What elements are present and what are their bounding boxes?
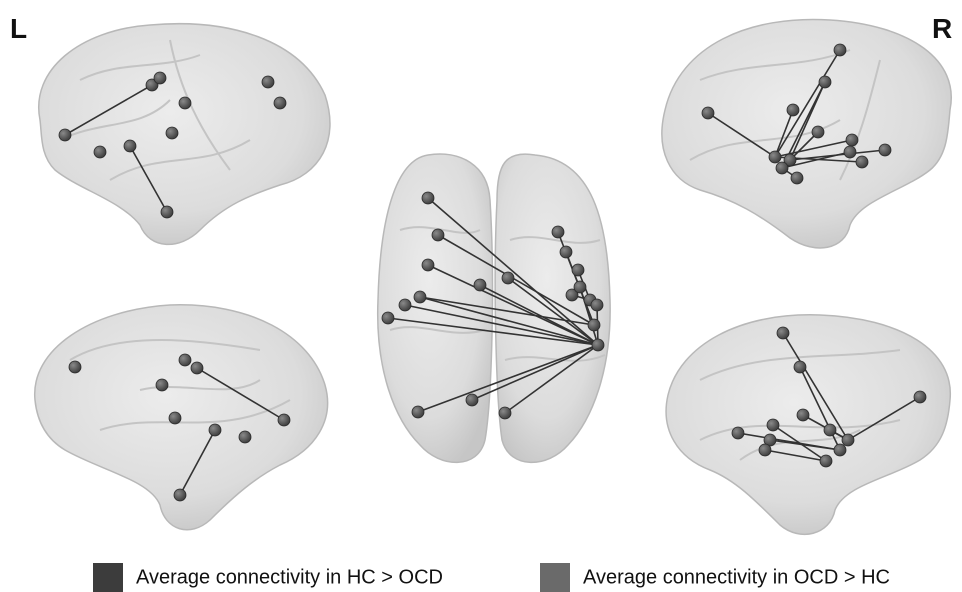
node: [59, 129, 71, 141]
node: [166, 127, 178, 139]
legend-swatch: [93, 563, 123, 592]
brain-outlines: [35, 19, 952, 534]
node: [179, 97, 191, 109]
node: [422, 192, 434, 204]
node: [552, 226, 564, 238]
node: [209, 424, 221, 436]
node: [169, 412, 181, 424]
node: [914, 391, 926, 403]
node: [69, 361, 81, 373]
node: [432, 229, 444, 241]
legend-label: Average connectivity in HC > OCD: [136, 566, 443, 588]
node: [572, 264, 584, 276]
node: [759, 444, 771, 456]
node: [819, 76, 831, 88]
node: [502, 272, 514, 284]
node: [399, 299, 411, 311]
node: [422, 259, 434, 271]
node: [769, 151, 781, 163]
node: [834, 44, 846, 56]
node: [856, 156, 868, 168]
node: [812, 126, 824, 138]
node: [777, 327, 789, 339]
node: [499, 407, 511, 419]
node: [262, 76, 274, 88]
left-label: L: [10, 13, 27, 44]
node: [560, 246, 572, 258]
node: [592, 339, 604, 351]
node: [382, 312, 394, 324]
node: [94, 146, 106, 158]
node: [412, 406, 424, 418]
node: [191, 362, 203, 374]
node: [787, 104, 799, 116]
legend-swatch: [540, 563, 570, 592]
legend-label: Average connectivity in OCD > HC: [583, 566, 890, 588]
node: [794, 361, 806, 373]
node: [179, 354, 191, 366]
node: [124, 140, 136, 152]
node: [174, 489, 186, 501]
node: [702, 107, 714, 119]
node: [842, 434, 854, 446]
node: [824, 424, 836, 436]
node: [791, 172, 803, 184]
node: [154, 72, 166, 84]
node: [278, 414, 290, 426]
node: [591, 299, 603, 311]
node: [156, 379, 168, 391]
node: [879, 144, 891, 156]
node: [239, 431, 251, 443]
node: [776, 162, 788, 174]
node: [767, 419, 779, 431]
node: [834, 444, 846, 456]
node: [274, 97, 286, 109]
node: [588, 319, 600, 331]
node: [414, 291, 426, 303]
figure: L R Average connectivity in HC > OCD Ave…: [0, 0, 962, 592]
node: [846, 134, 858, 146]
node: [797, 409, 809, 421]
node: [820, 455, 832, 467]
right-label: R: [932, 13, 952, 44]
node: [161, 206, 173, 218]
node: [844, 146, 856, 158]
node: [466, 394, 478, 406]
node: [574, 281, 586, 293]
node: [474, 279, 486, 291]
node: [732, 427, 744, 439]
